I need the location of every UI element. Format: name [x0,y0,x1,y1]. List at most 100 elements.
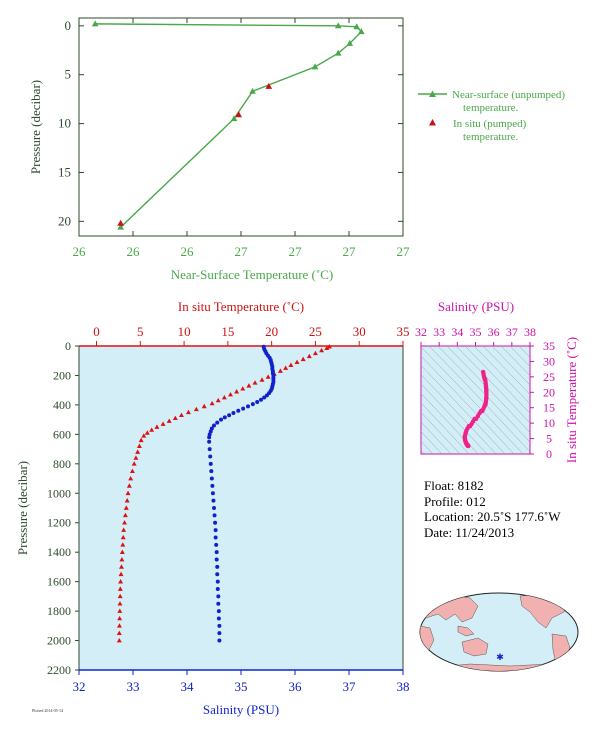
ts-salinity-tick-label: 33 [433,325,445,339]
density-contour [421,393,479,454]
salinity-point [210,491,215,496]
temperature-ticks: 0 5 10 15 20 25 30 35 [93,324,410,346]
salinity-tick-label: 35 [235,679,248,694]
density-contour [421,383,488,454]
temperature-point [149,427,155,432]
density-contour [509,346,530,367]
density-contour [500,346,530,377]
temperature-point [166,418,172,423]
ts-salinity-tick-label: 38 [524,325,536,339]
temperature-point [154,424,160,429]
ts-title: Salinity (PSU) [438,299,514,314]
temperature-point [240,386,246,391]
temperature-point [201,403,207,409]
near-surface-line [95,23,363,228]
legend-label-near-surface-line2: temperature. [463,102,519,114]
salinity-point [258,397,263,402]
temperature-point [138,437,144,443]
temperature-point [312,350,318,356]
salinity-point [217,638,222,643]
y-tick-label: 15 [58,164,71,179]
density-contour [421,374,497,454]
temperature-point [122,520,128,525]
x-tick-label: 26 [181,244,195,259]
temperature-point [294,359,300,365]
temperature-tick-label: 0 [93,324,100,339]
pressure-tick-label: 0 [65,339,71,353]
density-contour [518,346,530,358]
salinity-point [262,395,267,400]
salinity-point [217,631,222,636]
date: Date: 11/24/2013 [424,524,515,540]
temperature-point [283,365,289,370]
salinity-tick-label: 38 [397,679,410,694]
y-tick-label: 0 [65,18,72,33]
salinity-point [227,413,232,418]
land-se-asia [457,625,475,637]
temperature-point [117,615,123,621]
temperature-point [172,415,178,420]
salinity-point [215,564,220,569]
salinity-point [213,535,218,540]
near-surface-point [358,28,365,35]
float-info: Float: 8182 Profile: 012 Location: 20.5˚… [424,478,560,540]
salinity-point [213,520,218,525]
pressure-tick-label: 1200 [47,516,71,530]
temperature-point [141,433,147,438]
salinity-point [217,623,222,628]
salinity-point [214,542,219,547]
near-surface-point [353,23,361,30]
salinity-point [264,393,269,398]
ts-temperature-tick-label: 30 [543,354,555,368]
temperature-point [133,455,139,460]
profile-y-axis-label: Pressure (decibar) [15,461,30,555]
salinity-point [216,609,221,614]
ts-salinity-tick-label: 34 [451,325,463,339]
in-situ-point [235,111,243,118]
ts-temperature-tick-label: 5 [546,432,552,446]
salinity-point [246,404,251,409]
salinity-point [231,411,236,416]
temperature-point [288,362,294,367]
salinity-point [209,469,214,474]
temperature-point [246,383,252,388]
temperature-point [118,579,124,584]
ts-point [466,443,471,449]
salinity-tick-label: 36 [289,679,303,694]
salinity-point [212,513,217,518]
salinity-point [215,572,220,577]
ts-temperature-tick-label: 20 [543,385,555,399]
ts-temperature-tick-label: 15 [543,401,555,415]
temperature-point [259,377,265,382]
ts-salinity-tick-label: 36 [488,325,500,339]
land-antarctica [424,663,576,671]
ts-salinity-tick-label: 37 [506,325,518,339]
temperature-point [122,512,128,518]
temperature-point [221,394,227,400]
temperature-tick-label: 5 [137,324,144,339]
pressure-tick-label: 1400 [47,545,71,559]
salinity-point [207,435,212,440]
salinity-point [212,423,216,428]
x-tick-label: 27 [235,244,249,259]
temperature-point [120,542,126,547]
pressure-tick-label: 2000 [47,634,71,648]
temperature-point [234,389,240,394]
temperature-point [131,461,137,466]
profile-series [116,344,332,643]
legend-marker-in-situ [429,119,436,126]
near-surface-point [230,115,238,122]
temperature-point [326,344,332,349]
temperature-point [117,586,123,591]
salinity-ticks: 32 33 34 35 36 37 38 [73,670,410,694]
salinity-point [250,402,255,407]
temperature-tick-label: 25 [309,324,322,339]
pressure-tick-label: 1800 [47,604,71,618]
temperature-point [265,374,271,379]
salinity-tick-label: 33 [127,679,140,694]
pressure-tick-label: 2200 [47,663,71,677]
